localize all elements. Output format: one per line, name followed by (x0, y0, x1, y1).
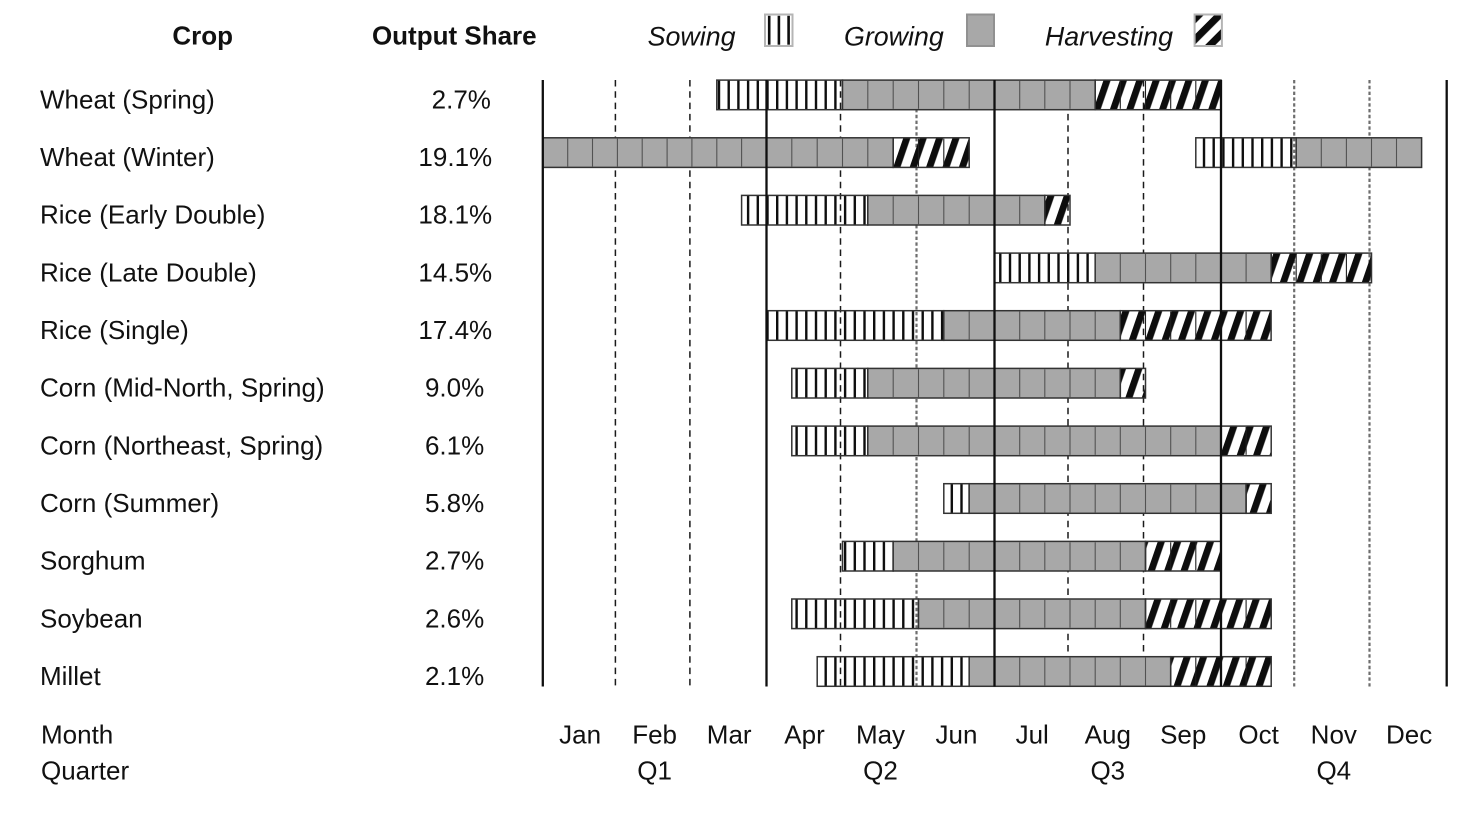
svg-text:Jan: Jan (559, 719, 601, 749)
svg-text:9.0%: 9.0% (425, 373, 484, 403)
svg-text:2.1%: 2.1% (425, 661, 484, 691)
svg-text:Corn (Mid-North, Spring): Corn (Mid-North, Spring) (40, 373, 325, 403)
svg-text:Jun: Jun (936, 719, 978, 749)
svg-text:Dec: Dec (1386, 719, 1432, 749)
svg-text:Corn (Northeast, Spring): Corn (Northeast, Spring) (40, 430, 323, 460)
svg-text:Corn (Summer): Corn (Summer) (40, 488, 219, 518)
svg-text:6.1%: 6.1% (425, 430, 484, 460)
svg-text:19.1%: 19.1% (418, 142, 492, 172)
svg-text:14.5%: 14.5% (418, 257, 492, 287)
svg-text:5.8%: 5.8% (425, 488, 484, 518)
svg-text:Crop: Crop (172, 21, 233, 51)
svg-text:Sep: Sep (1160, 719, 1206, 749)
svg-text:May: May (856, 719, 905, 749)
svg-text:Aug: Aug (1085, 719, 1131, 749)
svg-text:18.1%: 18.1% (418, 200, 492, 230)
svg-text:2.6%: 2.6% (425, 603, 484, 633)
svg-text:Month: Month (41, 719, 113, 749)
svg-text:Rice (Early Double): Rice (Early Double) (40, 200, 265, 230)
svg-text:Q4: Q4 (1316, 756, 1351, 786)
svg-text:Output Share: Output Share (372, 21, 537, 51)
svg-text:2.7%: 2.7% (432, 84, 491, 114)
svg-text:Feb: Feb (632, 719, 677, 749)
svg-text:Quarter: Quarter (41, 756, 129, 786)
svg-text:17.4%: 17.4% (418, 315, 492, 345)
svg-text:Sowing: Sowing (648, 21, 736, 51)
svg-text:Wheat (Spring): Wheat (Spring) (40, 84, 215, 114)
svg-text:Rice (Late Double): Rice (Late Double) (40, 257, 257, 287)
svg-text:Q1: Q1 (637, 756, 672, 786)
svg-text:Growing: Growing (844, 21, 944, 51)
svg-text:Soybean: Soybean (40, 603, 143, 633)
svg-text:Harvesting: Harvesting (1045, 21, 1173, 51)
svg-text:Apr: Apr (784, 719, 825, 749)
svg-text:Q2: Q2 (863, 756, 898, 786)
svg-text:Rice (Single): Rice (Single) (40, 315, 189, 345)
svg-text:Jul: Jul (1016, 719, 1049, 749)
svg-text:Wheat (Winter): Wheat (Winter) (40, 142, 215, 172)
svg-text:Oct: Oct (1238, 719, 1279, 749)
svg-text:Q3: Q3 (1090, 756, 1125, 786)
svg-text:Mar: Mar (707, 719, 752, 749)
svg-text:Millet: Millet (40, 661, 101, 691)
svg-text:Sorghum: Sorghum (40, 546, 146, 576)
svg-text:2.7%: 2.7% (425, 546, 484, 576)
svg-text:Nov: Nov (1311, 719, 1357, 749)
